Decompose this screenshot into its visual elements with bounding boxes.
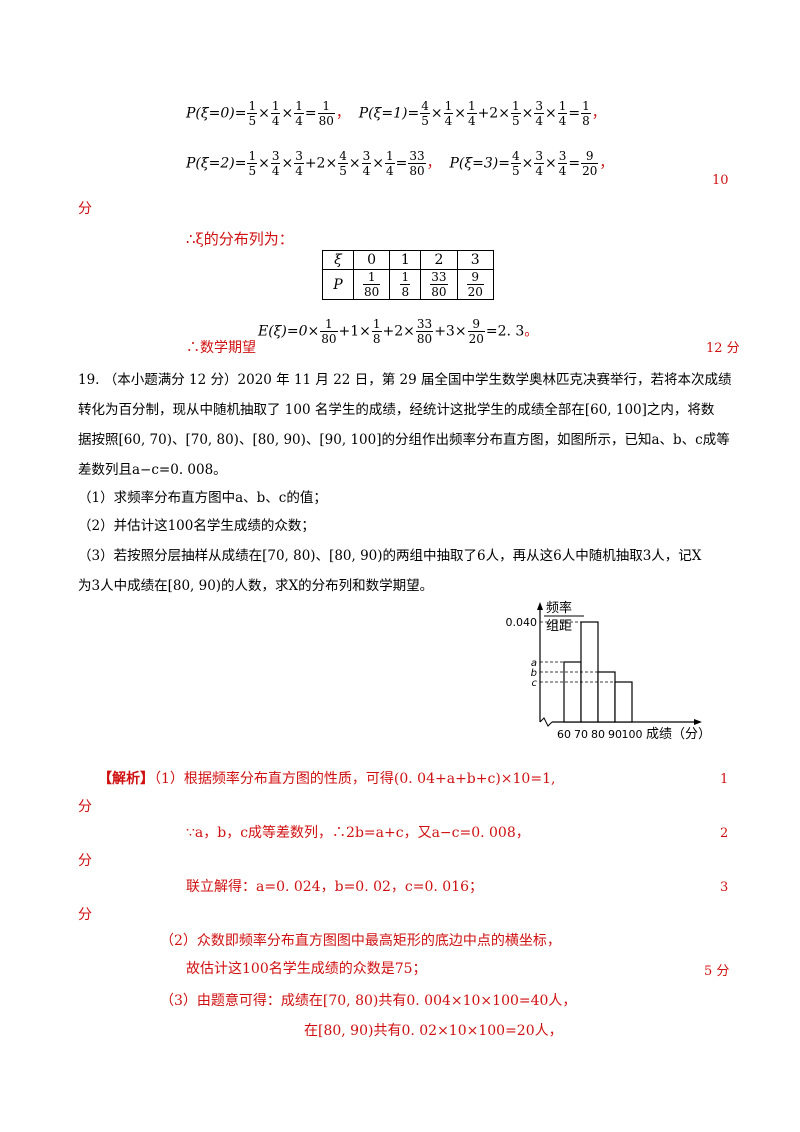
- x-axis-arrow: [694, 719, 702, 725]
- y-axis-label-bottom: 组距: [546, 619, 572, 634]
- table-cell: 33 80: [420, 269, 458, 300]
- score-unit-2: 分: [78, 853, 92, 869]
- prob-line-2: P(ξ=2)= 1 5 × 3 4 × 3 4 +2× 4 5 × 3 4 × 1 4 = 33 80， P(ξ=3)=…: [186, 149, 614, 178]
- x-tick-label: 100: [622, 728, 643, 741]
- prob-xi2-lhs: P(ξ=2)=: [186, 155, 247, 172]
- solution-line-5: 故估计这100名学生成绩的众数是75；: [186, 961, 427, 977]
- fraction: 1 80: [320, 317, 338, 346]
- table-cell: 0: [352, 250, 391, 270]
- table-cell: 3: [456, 250, 494, 270]
- score-5: 5 分: [704, 964, 730, 979]
- fraction: 9 20: [581, 149, 599, 178]
- q19-part-2: （2）并估计这100名学生成绩的众数；: [78, 518, 315, 534]
- fraction: 33 80: [408, 149, 426, 178]
- score-1: 1: [720, 772, 729, 787]
- solution-line-7: 在[80, 90)共有0. 02×10×100=20人，: [304, 1023, 563, 1039]
- score-12: 12 分: [706, 341, 740, 356]
- q19-part-3b: 为3人中成绩在[80, 90)的人数，求X的分布列和数学期望。: [78, 578, 434, 594]
- fraction: 9 20: [467, 317, 485, 346]
- q19-line-2: 转化为百分制，现从中随机抽取了 100 名学生的成绩，经统计这批学生的成绩全部在…: [78, 402, 715, 418]
- y-axis-arrow: [537, 602, 543, 610]
- table-cell: 9 20: [456, 269, 494, 300]
- q19-part-1: （1）求频率分布直方图中a、b、c的值；: [78, 490, 327, 506]
- histogram-bar: [597, 671, 616, 723]
- solution-line-6: （3）由题意可得：成绩在[70, 80)共有0. 004×10×100=40人，: [160, 993, 577, 1009]
- solution-tag: 【解析】: [98, 771, 154, 787]
- solution-line-2: ∵a，b，c成等差数列，∴2b=a+c，又a−c=0. 008，: [186, 825, 530, 841]
- x-axis-label: 成绩（分）: [646, 727, 711, 742]
- histogram-bar: [563, 661, 582, 723]
- solution-line-3: 联立解得：a=0. 024，b=0. 02，c=0. 016；: [186, 879, 484, 895]
- expectation-label: ∴数学期望: [186, 340, 256, 356]
- y-tick-label: a: [531, 658, 537, 669]
- score-2: 2: [720, 826, 729, 841]
- x-tick-label: 90: [608, 728, 622, 741]
- x-tick-label: 70: [574, 728, 588, 741]
- distribution-label: ∴ξ的分布列为：: [186, 230, 294, 248]
- prob-xi3-lhs: P(ξ=3)=: [449, 155, 510, 172]
- q19-line-4: 差数列且a−c=0. 008。: [78, 462, 227, 478]
- table-row: ξ 0 1 2 3: [322, 250, 494, 270]
- table-cell: 1: [389, 250, 422, 270]
- x-tick-label: 60: [557, 728, 571, 741]
- table-cell: ξ: [322, 250, 354, 270]
- q19-part-3a: （3）若按照分层抽样从成绩在[70, 80)、[80, 90)的两组中抽取了6人…: [78, 548, 702, 564]
- fraction: 1 80: [317, 99, 335, 128]
- table-cell: 1 80: [352, 269, 391, 300]
- fraction: 33 80: [415, 317, 434, 346]
- histogram-bar: [614, 681, 633, 723]
- score-3: 3: [720, 880, 729, 895]
- y-tick-label: 0.040: [506, 616, 538, 629]
- score-unit: 分: [78, 201, 92, 217]
- score-10: 10: [712, 173, 729, 188]
- prob-line-1: P(ξ=0)= 1 5 × 1 4 × 1 4 = 1 80， P(ξ=1)= 4 5 × 1 4 × 1 4 +2× 1…: [186, 99, 606, 128]
- score-unit-1: 分: [78, 799, 92, 815]
- y-tick-label: c: [532, 678, 538, 689]
- score-unit-3: 分: [78, 907, 92, 923]
- y-axis-label-top: 频率: [546, 600, 572, 616]
- table-cell: P: [322, 269, 354, 300]
- table-cell: 2: [420, 250, 458, 270]
- prob-xi0-lhs: P(ξ=0)=: [186, 105, 247, 122]
- solution-line-4: （2）众数即频率分布直方图图中最高矩形的底边中点的横坐标，: [160, 933, 561, 949]
- expectation-formula: E(ξ)=0× 1 80 +1× 1 8 +2× 33 80 +3× 9 20 =2. 3。: [258, 317, 539, 346]
- y-tick-label: b: [531, 668, 537, 679]
- axis-break: [539, 717, 553, 727]
- solution-line-1: 【解析】（1）根据频率分布直方图的性质，可得(0. 04+a+b+c)×10=1…: [98, 771, 556, 787]
- x-tick-label: 80: [591, 728, 605, 741]
- q19-line-3: 据按照[60, 70)、[70, 80)、[80, 90)、[90, 100]的…: [78, 432, 730, 448]
- prob-xi1-lhs: P(ξ=1)=: [358, 105, 420, 122]
- q19-line-1: 19. （本小题满分 12 分）2020 年 11 月 22 日，第 29 届全…: [78, 372, 732, 388]
